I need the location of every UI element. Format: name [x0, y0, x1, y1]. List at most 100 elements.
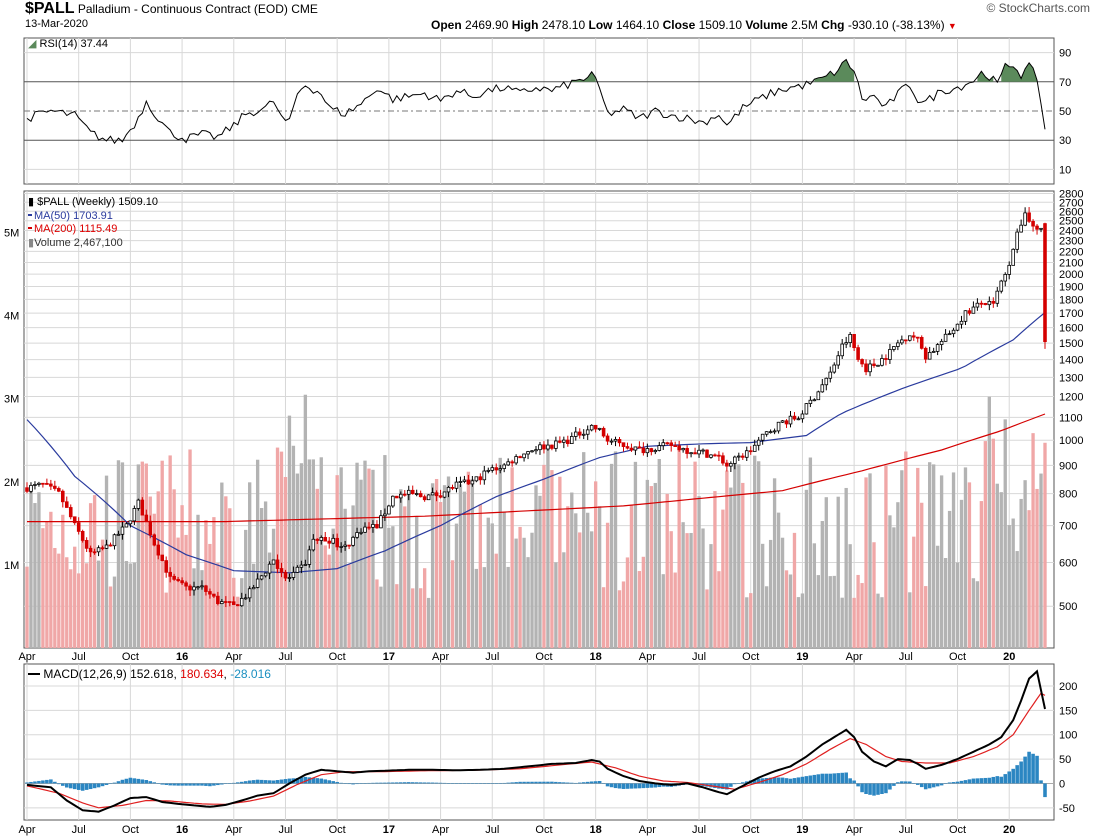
volume-bar [204, 520, 208, 648]
volume-bar [705, 589, 709, 648]
x-tick-label: Oct [949, 651, 966, 663]
candle-body [379, 515, 383, 529]
volume-bar [220, 482, 224, 648]
price-tick-label: 2000 [1059, 269, 1083, 281]
volume-bar [999, 492, 1003, 648]
volume-bar [737, 464, 741, 648]
volume-bar [176, 537, 180, 648]
macd-histogram-bar [657, 783, 662, 788]
macd-histogram-bar [566, 782, 570, 784]
macd-histogram-bar [164, 783, 168, 785]
x-tick-label: Jul [692, 824, 706, 836]
x-tick-label: Oct [122, 651, 139, 663]
candle-body [156, 544, 161, 556]
volume-bar [625, 557, 630, 648]
candle-body [96, 547, 101, 553]
candle-body [689, 452, 693, 455]
price-tick-label: 2300 [1059, 236, 1083, 248]
macd-histogram-bar [613, 783, 618, 789]
macd-histogram-bar [800, 776, 805, 784]
macd-histogram-bar [569, 782, 574, 784]
volume-bar [299, 463, 304, 648]
volume-bar [462, 491, 467, 648]
volume-bar [371, 469, 375, 648]
x-tick-label: Jul [278, 651, 292, 663]
candle-body [395, 495, 399, 499]
volume-bar [25, 566, 29, 648]
macd-legend-value: 152.618 [130, 667, 174, 681]
macd-histogram-bar [176, 783, 180, 786]
x-tick-label: 20 [1003, 824, 1015, 836]
candle-body [685, 448, 689, 454]
macd-histogram-bar [399, 782, 403, 784]
candle-body [430, 492, 435, 496]
macd-legend: MACD(12,26,9) 152.618, 180.634, -28.016 [28, 667, 271, 681]
candle-body [697, 449, 701, 455]
macd-histogram-bar [68, 783, 73, 789]
price-tick-label: 1300 [1059, 372, 1083, 384]
rsi-overbought-fill [814, 59, 855, 82]
candle-body [49, 483, 53, 487]
macd-histogram-bar [522, 781, 526, 784]
volume-bar [593, 481, 598, 648]
macd-histogram-bar [160, 783, 164, 785]
macd-histogram-bar [315, 778, 320, 784]
ma50-legend-text: MA(50) 1703.91 [34, 210, 113, 222]
volume-bar [156, 491, 160, 648]
volume-bar [955, 562, 960, 648]
candle-body [828, 371, 833, 379]
macd-histogram-bar [1003, 774, 1008, 784]
macd-histogram-bar [351, 783, 355, 785]
volume-bar [482, 567, 486, 648]
macd-histogram-bar [482, 783, 487, 784]
ohlc-summary: Open 2469.90 High 2478.10 Low 1464.10 Cl… [431, 18, 957, 32]
macd-histogram-bar [892, 783, 896, 786]
candle-body [569, 436, 574, 445]
volume-bar [888, 515, 892, 648]
macd-histogram-bar [116, 781, 121, 784]
rsi-overbought-fill [1001, 62, 1038, 82]
macd-histogram-bar [804, 776, 809, 784]
volume-bar [490, 523, 494, 648]
volume-bar [872, 542, 876, 648]
candle-body [1019, 224, 1023, 233]
candle-body [963, 310, 968, 322]
volume-bar [196, 514, 200, 648]
macd-histogram-bar [828, 773, 833, 784]
candle-body [796, 418, 801, 421]
candle-body [172, 575, 176, 580]
low-value: 1464.10 [615, 18, 660, 32]
macd-histogram-bar [303, 776, 308, 784]
volume-bar [681, 522, 685, 648]
macd-histogram-bar [1019, 761, 1023, 784]
macd-histogram-bar [868, 783, 872, 795]
volume-bar [37, 492, 41, 648]
volume-bar [180, 505, 184, 648]
macd-histogram-bar [776, 777, 781, 784]
volume-bar [474, 568, 479, 648]
volume-bar [749, 593, 753, 648]
macd-histogram-bar [900, 781, 904, 784]
macd-histogram-bar [816, 774, 821, 784]
x-tick-label: Jul [72, 651, 86, 663]
macd-histogram-bar [124, 778, 129, 784]
candle-body [967, 310, 972, 314]
candle-body [176, 578, 180, 582]
macd-histogram-bar [184, 783, 188, 786]
candle-body [637, 446, 642, 449]
candle-body [995, 290, 1000, 304]
volume-tick-label: 5M [4, 228, 19, 240]
macd-histogram-bar [450, 783, 455, 784]
candle-body [983, 303, 988, 306]
volume-bar [1015, 551, 1019, 648]
volume-bar [434, 478, 439, 648]
macd-histogram-bar [554, 781, 558, 784]
macd-histogram-bar [192, 783, 196, 786]
candle-body [800, 413, 805, 420]
volume-bar [403, 506, 407, 648]
macd-lines [25, 669, 1047, 813]
macd-histogram-bar [148, 781, 153, 784]
volume-bar [363, 460, 367, 648]
macd-histogram-bar [295, 778, 300, 784]
volume-tick-label: 2M [4, 477, 19, 489]
